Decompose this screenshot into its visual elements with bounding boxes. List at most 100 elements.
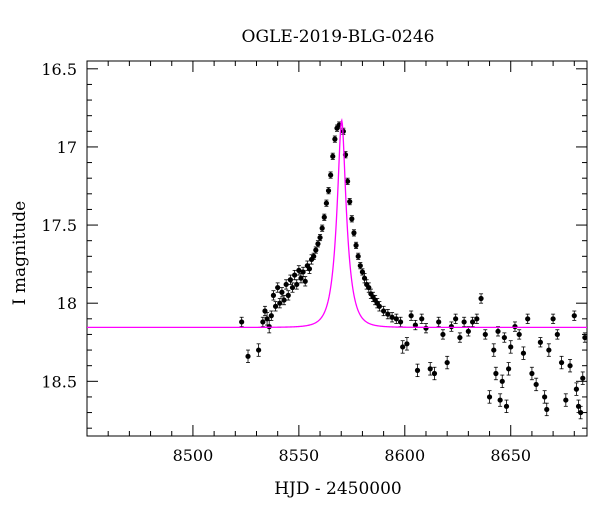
data-point — [506, 362, 512, 376]
data-point — [381, 305, 387, 317]
data-point — [400, 340, 406, 354]
data-point — [349, 215, 355, 223]
data-point — [580, 371, 586, 385]
y-tick-label: 18 — [57, 294, 77, 313]
x-tick-label: 8600 — [384, 446, 425, 465]
data-point — [423, 323, 429, 334]
data-marker — [491, 347, 497, 353]
data-marker — [453, 316, 459, 322]
data-point — [453, 313, 459, 324]
data-marker — [260, 319, 266, 325]
data-marker — [444, 359, 450, 366]
data-marker — [465, 328, 471, 334]
data-point — [486, 390, 493, 404]
data-point — [512, 321, 518, 332]
data-marker — [501, 334, 507, 341]
data-points — [239, 121, 588, 420]
data-point — [563, 393, 569, 407]
data-point — [544, 402, 550, 417]
data-point — [493, 366, 499, 381]
data-marker — [325, 188, 332, 194]
data-point — [302, 276, 308, 287]
data-marker — [275, 284, 281, 291]
data-marker — [279, 289, 285, 295]
data-point — [256, 343, 262, 357]
data-marker — [578, 409, 584, 416]
data-marker — [520, 350, 527, 356]
data-marker — [385, 311, 391, 317]
data-marker — [328, 172, 334, 178]
data-marker — [296, 267, 302, 273]
data-marker — [525, 316, 531, 322]
data-marker — [503, 403, 510, 409]
data-marker — [344, 178, 351, 184]
data-marker — [486, 394, 493, 400]
data-marker — [408, 313, 414, 319]
data-point — [351, 229, 357, 237]
data-marker — [546, 347, 552, 353]
data-point — [503, 399, 510, 413]
data-point — [292, 269, 298, 281]
data-marker — [404, 341, 410, 347]
data-marker — [389, 314, 395, 320]
data-marker — [436, 319, 442, 325]
data-point — [357, 262, 363, 270]
data-marker — [313, 247, 319, 253]
data-point — [550, 313, 556, 324]
data-point — [347, 198, 353, 206]
y-tick-label: 17.5 — [41, 216, 77, 235]
data-point — [495, 326, 501, 337]
data-point — [323, 199, 330, 207]
data-marker — [440, 331, 446, 338]
data-marker — [508, 344, 514, 350]
data-marker — [529, 370, 535, 377]
data-marker — [580, 375, 586, 381]
data-point — [260, 316, 266, 328]
data-marker — [300, 269, 306, 275]
x-tick-label: 8650 — [490, 446, 531, 465]
data-point — [440, 329, 446, 340]
data-point — [332, 135, 338, 143]
data-point — [296, 265, 302, 276]
data-marker — [506, 366, 512, 372]
data-marker — [554, 331, 560, 338]
data-point — [529, 366, 535, 381]
data-point — [285, 290, 291, 301]
data-point — [436, 316, 442, 328]
data-marker — [281, 297, 287, 303]
data-marker — [431, 370, 438, 377]
data-marker — [323, 200, 330, 206]
data-point — [575, 399, 582, 413]
data-point — [328, 171, 334, 179]
data-point — [499, 374, 505, 388]
data-point — [516, 329, 522, 340]
data-point — [491, 343, 497, 357]
data-marker — [414, 367, 421, 373]
model-curve — [87, 118, 587, 329]
data-marker — [311, 253, 317, 259]
data-marker — [239, 319, 245, 325]
data-marker — [571, 313, 577, 319]
data-point — [419, 313, 425, 324]
data-point — [389, 312, 395, 323]
data-marker — [315, 241, 321, 247]
data-point — [578, 405, 584, 420]
data-point — [270, 290, 277, 301]
data-marker — [285, 292, 291, 298]
data-marker — [573, 386, 580, 392]
data-marker — [474, 316, 480, 322]
data-point — [300, 266, 306, 278]
data-marker — [353, 242, 359, 248]
data-point — [245, 349, 251, 363]
y-tick-label: 17 — [57, 138, 77, 157]
data-point — [482, 329, 488, 340]
plot-frame — [86, 60, 588, 437]
data-marker — [461, 319, 467, 325]
data-point — [457, 332, 463, 343]
data-point — [567, 359, 573, 373]
data-point — [520, 346, 527, 360]
data-marker — [283, 281, 289, 288]
data-point — [268, 310, 274, 321]
data-point — [533, 377, 539, 392]
